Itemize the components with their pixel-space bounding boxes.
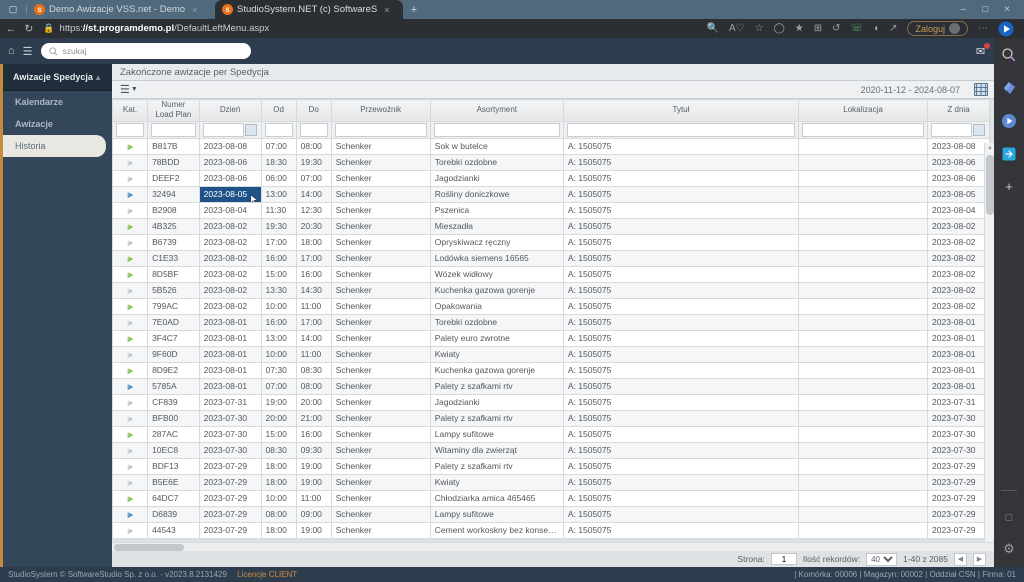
- svg-text:S: S: [225, 7, 229, 14]
- svg-text:S: S: [37, 7, 41, 14]
